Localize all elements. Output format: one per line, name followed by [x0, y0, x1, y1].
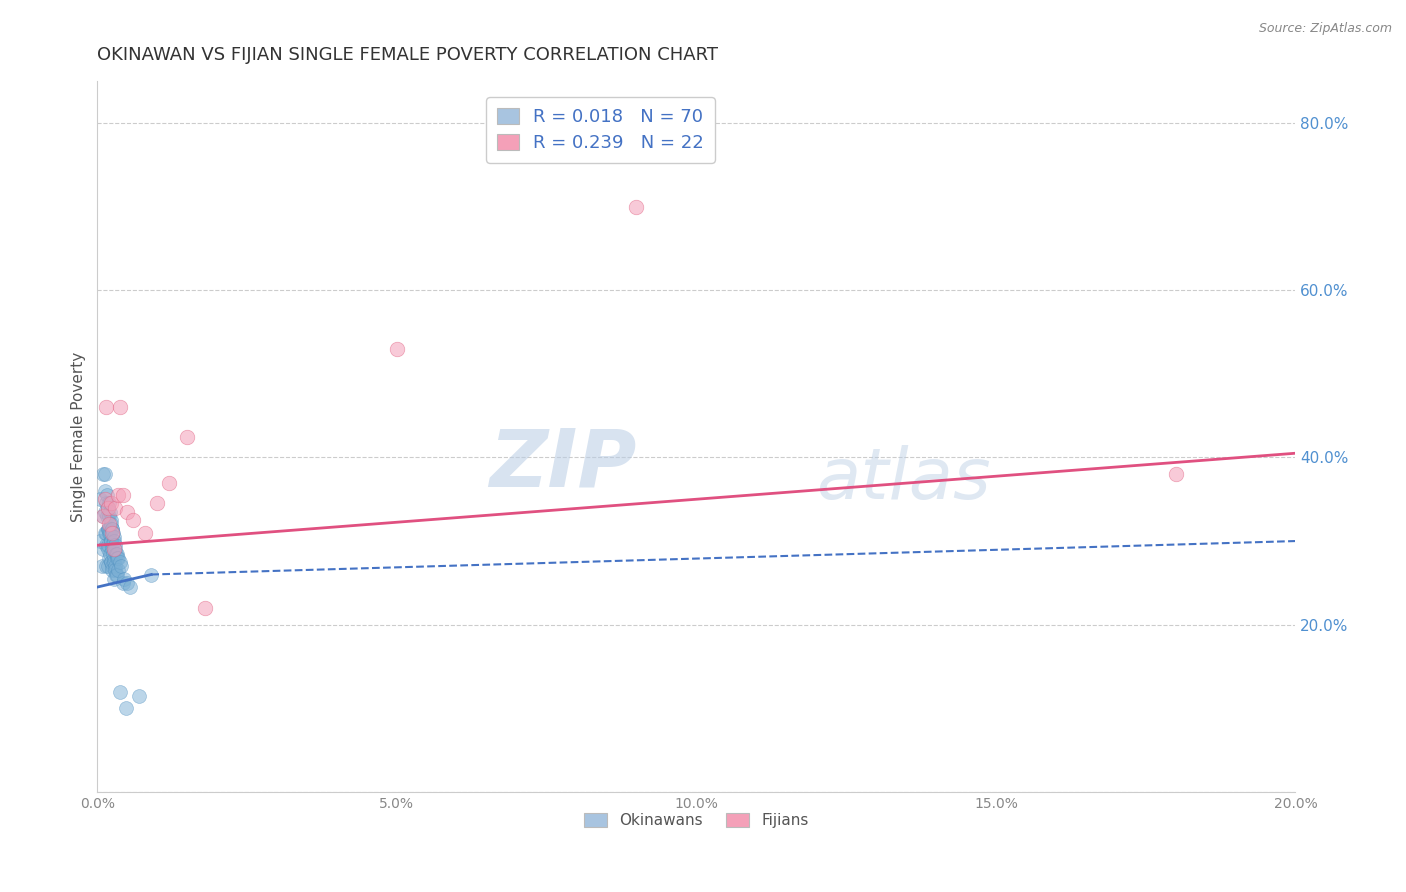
Point: [146, 496, 169, 510]
Point: [110, 559, 132, 574]
Point: [104, 538, 127, 552]
Point: [89, 492, 111, 507]
Point: [100, 538, 122, 552]
Point: [157, 475, 180, 490]
Point: [93, 483, 115, 498]
Point: [96, 488, 118, 502]
Point: [101, 525, 124, 540]
Point: [93, 508, 115, 523]
Point: [97, 496, 120, 510]
Point: [98, 505, 121, 519]
Point: [97, 521, 120, 535]
Point: [103, 530, 125, 544]
Point: [104, 567, 127, 582]
Point: [111, 575, 134, 590]
Point: [128, 689, 150, 703]
Point: [104, 542, 127, 557]
Point: [100, 559, 122, 574]
Point: [96, 542, 118, 557]
Point: [120, 580, 142, 594]
Point: [93, 467, 115, 482]
Point: [98, 517, 121, 532]
Point: [105, 550, 128, 565]
Point: [176, 429, 198, 443]
Point: [117, 505, 139, 519]
Text: OKINAWAN VS FIJIAN SINGLE FEMALE POVERTY CORRELATION CHART: OKINAWAN VS FIJIAN SINGLE FEMALE POVERTY…: [97, 46, 718, 64]
Point: [1164, 467, 1187, 482]
Point: [101, 542, 124, 557]
Point: [93, 542, 115, 557]
Y-axis label: Single Female Poverty: Single Female Poverty: [72, 351, 86, 522]
Legend: Okinawans, Fijians: Okinawans, Fijians: [578, 806, 814, 834]
Point: [100, 513, 122, 527]
Point: [103, 534, 125, 549]
Point: [108, 684, 131, 698]
Point: [97, 521, 120, 535]
Text: atlas: atlas: [817, 444, 991, 514]
Point: [89, 534, 111, 549]
Point: [105, 567, 128, 582]
Point: [108, 555, 131, 569]
Point: [101, 563, 124, 577]
Point: [104, 547, 127, 561]
Point: [96, 401, 118, 415]
Point: [96, 538, 118, 552]
Point: [103, 550, 125, 565]
Point: [104, 559, 127, 574]
Point: [97, 500, 120, 515]
Point: [100, 555, 122, 569]
Point: [194, 601, 217, 615]
Point: [98, 525, 121, 540]
Point: [93, 508, 115, 523]
Point: [385, 342, 408, 356]
Point: [107, 550, 129, 565]
Point: [100, 521, 122, 535]
Point: [107, 488, 129, 502]
Point: [104, 563, 127, 577]
Point: [104, 500, 127, 515]
Point: [96, 496, 118, 510]
Point: [94, 505, 117, 519]
Point: [100, 555, 122, 569]
Point: [96, 521, 118, 535]
Point: [117, 575, 139, 590]
Point: [100, 534, 122, 549]
Text: ZIP: ZIP: [489, 426, 637, 504]
Point: [103, 542, 125, 557]
Point: [101, 525, 124, 540]
Point: [141, 567, 163, 582]
Point: [101, 547, 124, 561]
Point: [100, 517, 122, 532]
Point: [98, 550, 121, 565]
Point: [103, 555, 125, 569]
Point: [134, 525, 156, 540]
Point: [105, 547, 128, 561]
Point: [93, 492, 115, 507]
Point: [103, 572, 125, 586]
Point: [96, 559, 118, 574]
Point: [100, 534, 122, 549]
Point: [96, 525, 118, 540]
Point: [91, 559, 114, 574]
Point: [98, 547, 121, 561]
Point: [98, 525, 121, 540]
Point: [626, 200, 648, 214]
Point: [112, 572, 135, 586]
Point: [111, 488, 134, 502]
Point: [115, 701, 138, 715]
Point: [93, 525, 115, 540]
Point: [97, 500, 120, 515]
Point: [98, 508, 121, 523]
Point: [94, 467, 117, 482]
Point: [107, 563, 129, 577]
Point: [122, 513, 145, 527]
Point: [96, 559, 118, 574]
Point: [100, 496, 122, 510]
Point: [97, 538, 120, 552]
Point: [101, 521, 124, 535]
Point: [96, 508, 118, 523]
Point: [108, 401, 131, 415]
Text: Source: ZipAtlas.com: Source: ZipAtlas.com: [1258, 22, 1392, 36]
